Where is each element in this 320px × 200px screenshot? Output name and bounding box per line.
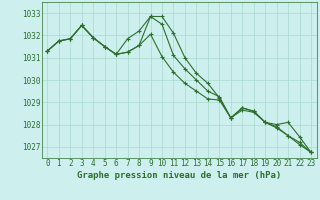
X-axis label: Graphe pression niveau de la mer (hPa): Graphe pression niveau de la mer (hPa) bbox=[77, 171, 281, 180]
